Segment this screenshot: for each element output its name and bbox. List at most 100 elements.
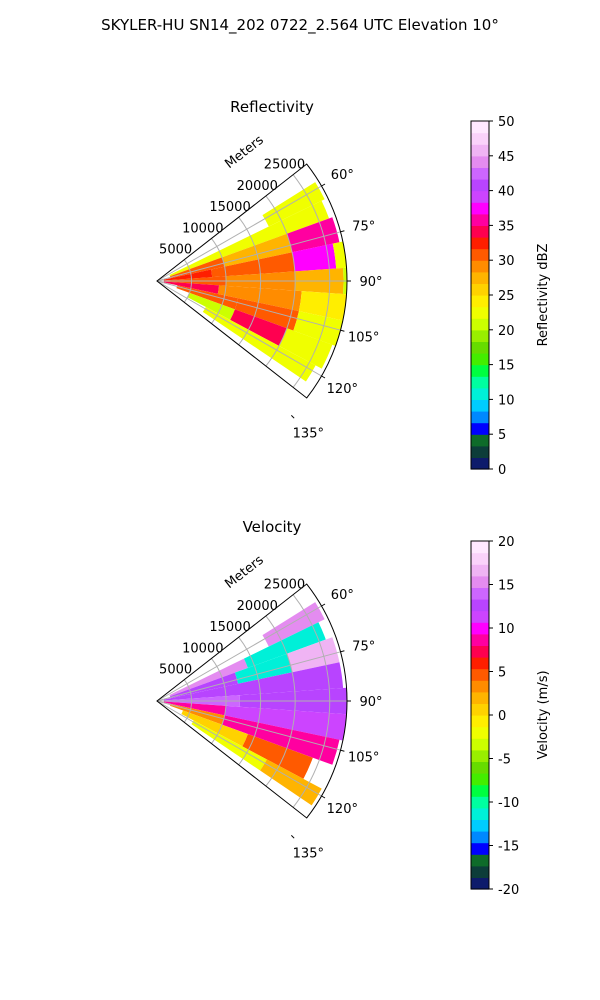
colorbar-segment	[471, 283, 489, 296]
radial-axis-label: Meters	[222, 553, 266, 592]
radar-cell	[169, 257, 225, 279]
colorbar-segment	[471, 599, 489, 612]
colorbar-segment	[471, 422, 489, 435]
radial-axis-label: Meters	[222, 133, 266, 172]
panel-title: Velocity	[243, 518, 302, 536]
azimuth-tick-label: 135°	[293, 426, 324, 441]
colorbar-segment	[471, 587, 489, 600]
azimuth-tick	[290, 834, 295, 839]
radar-cell	[230, 309, 287, 346]
radar-cell	[163, 701, 226, 716]
colorbar-segment	[471, 796, 489, 809]
colorbar-segment	[471, 657, 489, 670]
colorbar-segment	[471, 865, 489, 878]
azimuth-tick-label: 105°	[348, 750, 379, 765]
colorbar-segment	[471, 633, 489, 646]
data-cells	[163, 182, 348, 382]
radar-cell	[163, 269, 213, 281]
radar-panel-2: 60° 75° 90° 105° 120° 135° 5000 10000 15000 20000…	[156, 518, 551, 898]
data-cells	[163, 602, 348, 806]
colorbar-segment	[471, 773, 489, 786]
colorbar-segment	[471, 749, 489, 762]
radar-cell	[169, 672, 239, 699]
azimuth-tick-label: 60°	[331, 168, 354, 183]
colorbar-segment	[471, 819, 489, 832]
radar-cell	[243, 622, 326, 668]
colorbar-segment	[471, 318, 489, 331]
colorbar-segment	[471, 877, 489, 890]
colorbar-segment	[471, 831, 489, 844]
radar-cell	[286, 217, 340, 253]
colorbar-segment	[471, 376, 489, 389]
azimuth-tick	[321, 375, 326, 379]
azimuth-gridline	[156, 605, 322, 702]
colorbar-tick-label: 5	[498, 428, 506, 443]
azimuth-tick-label: 60°	[331, 588, 354, 603]
colorbar-segment	[471, 622, 489, 635]
colorbar-segment	[471, 691, 489, 704]
azimuth-gridline	[156, 280, 341, 331]
azimuth-tick-label: 75°	[352, 220, 375, 235]
radar-cell	[202, 306, 316, 382]
radial-tick-label: 25000	[264, 578, 305, 593]
colorbar-segment	[471, 399, 489, 412]
azimuth-tick-label: 135°	[293, 846, 324, 861]
radar-cell	[163, 662, 344, 701]
colorbar: -20 -15 -10 -5 0 5 10 15 20 Velocity (m/s)	[470, 535, 551, 898]
azimuth-tick	[321, 183, 326, 187]
azimuth-gridline	[156, 651, 341, 702]
colorbar-tick-label: 20	[498, 324, 515, 339]
radar-cell	[242, 734, 313, 779]
colorbar-tick-label: 35	[498, 219, 515, 234]
colorbar: 0 5 10 15 20 25 30 35 40 45 50 Reflectivity dBZ	[470, 115, 551, 478]
colorbar-segment	[471, 155, 489, 168]
radial-tick-label: 25000	[264, 158, 305, 173]
colorbar-segment	[471, 179, 489, 192]
colorbar-segment	[471, 726, 489, 739]
colorbar-segment	[471, 807, 489, 820]
radar-cell	[260, 759, 322, 806]
colorbar-segment	[471, 738, 489, 751]
azimuth-tick-label: 90°	[359, 275, 382, 290]
colorbar-segment	[471, 237, 489, 250]
colorbar-segment	[471, 610, 489, 623]
azimuth-tick-label: 90°	[359, 695, 382, 710]
colorbar-tick-label: 10	[498, 393, 515, 408]
colorbar-segment	[471, 353, 489, 366]
colorbar-label: Reflectivity dBZ	[536, 244, 551, 347]
colorbar-tick-label: -15	[498, 840, 519, 855]
colorbar-segment	[471, 457, 489, 470]
azimuth-tick-label: 120°	[327, 802, 358, 817]
colorbar-segment	[471, 564, 489, 577]
radial-tick-label: 15000	[209, 200, 250, 215]
radar-cell	[293, 311, 343, 346]
radar-cell	[169, 703, 225, 725]
colorbar-tick-label: 25	[498, 289, 515, 304]
azimuth-tick-label: 105°	[348, 330, 379, 345]
radar-cell	[169, 200, 330, 277]
colorbar-segment	[471, 144, 489, 157]
colorbar-segment	[471, 190, 489, 203]
colorbar-segment	[471, 761, 489, 774]
radial-tick-label: 10000	[182, 221, 223, 236]
colorbar-tick-label: 15	[498, 359, 515, 374]
azimuth-tick	[340, 329, 345, 332]
colorbar-segment	[471, 329, 489, 342]
azimuth-gridline	[156, 280, 322, 377]
colorbar-segment	[471, 434, 489, 447]
azimuth-tick	[321, 603, 326, 607]
radar-cell	[181, 710, 248, 747]
colorbar-segment	[471, 387, 489, 400]
colorbar-segment	[471, 552, 489, 565]
colorbar-tick-label: 50	[498, 115, 515, 130]
radar-cell	[286, 637, 340, 673]
colorbar-tick-label: -20	[498, 883, 519, 898]
colorbar-segment	[471, 703, 489, 716]
radar-cell	[279, 328, 333, 369]
colorbar-segment	[471, 306, 489, 319]
colorbar-tick-label: 30	[498, 254, 515, 269]
colorbar-segment	[471, 248, 489, 261]
radar-cell	[191, 720, 267, 771]
colorbar-tick-label: 45	[498, 150, 515, 165]
